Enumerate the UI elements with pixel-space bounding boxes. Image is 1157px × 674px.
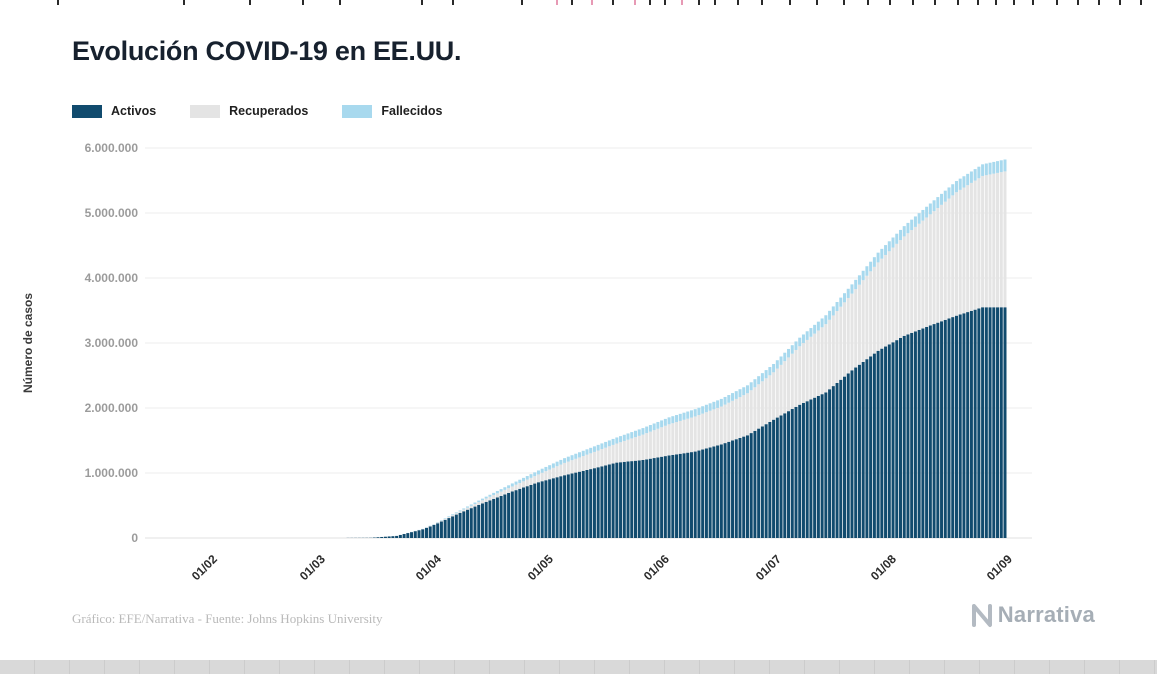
recuperados-swatch-icon xyxy=(190,104,221,118)
y-tick-2000000: 2.000.000 xyxy=(84,401,138,415)
y-tick-1000000: 1.000.000 xyxy=(84,466,138,480)
legend-label-recuperados: Recuperados xyxy=(229,104,309,118)
narrativa-logo: Narrativa xyxy=(970,602,1095,628)
legend-label-activos: Activos xyxy=(111,104,157,118)
y-tick-4000000: 4.000.000 xyxy=(84,271,138,285)
top-marker-strip xyxy=(0,0,1157,7)
fallecidos-swatch-icon xyxy=(342,104,373,118)
activos-swatch-icon xyxy=(72,104,102,118)
y-tick-3000000: 3.000.000 xyxy=(84,336,138,350)
source-credit: Gráfico: EFE/Narrativa - Fuente: Johns H… xyxy=(72,611,383,626)
bottom-progress-bar xyxy=(0,660,1157,674)
y-tick-5000000: 5.000.000 xyxy=(84,206,138,220)
legend-label-fallecidos: Fallecidos xyxy=(381,104,443,118)
chart-legend: Activos Recuperados Fallecidos xyxy=(72,104,443,118)
legend-item-recuperados: Recuperados xyxy=(190,104,308,118)
narrativa-n-icon xyxy=(971,604,992,627)
chart-title: Evolución COVID-19 en EE.UU. xyxy=(72,36,462,66)
legend-item-activos: Activos xyxy=(72,104,156,118)
brand-text: Narrativa xyxy=(997,602,1095,627)
y-axis-title: Número de casos xyxy=(21,292,35,394)
y-tick-0: 0 xyxy=(131,531,138,545)
legend-item-fallecidos: Fallecidos xyxy=(342,104,443,118)
y-tick-6000000: 6.000.000 xyxy=(84,141,138,155)
